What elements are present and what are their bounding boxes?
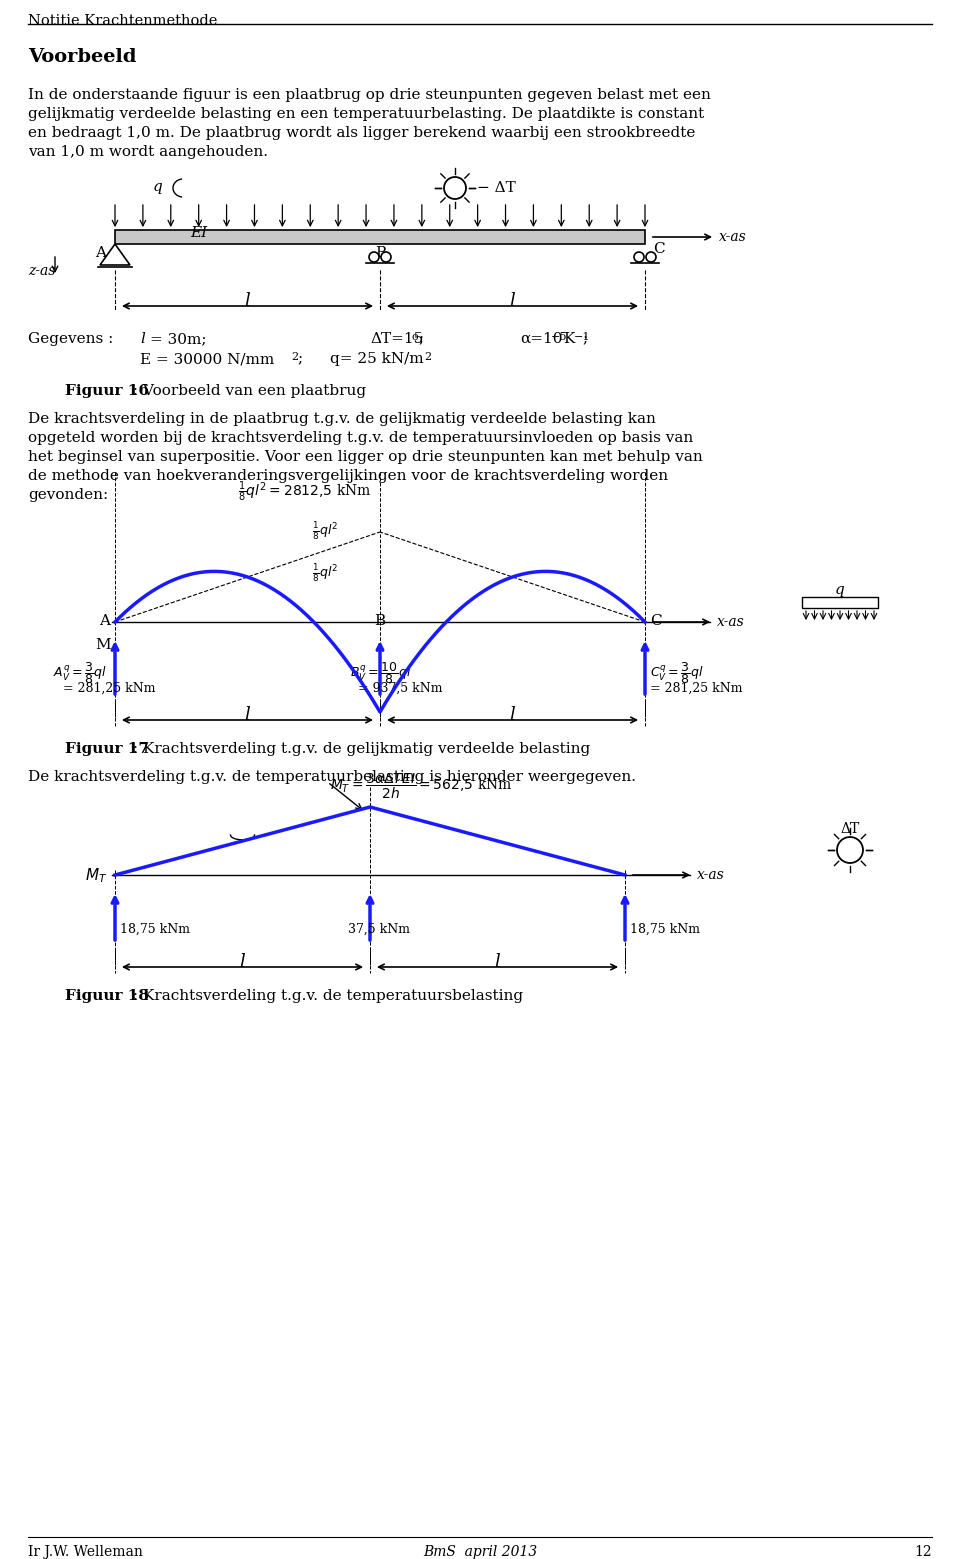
Text: q= 25 kN/m: q= 25 kN/m (330, 352, 423, 366)
Text: gevonden:: gevonden: (28, 488, 108, 502)
Text: B: B (375, 246, 386, 260)
Text: C: C (653, 242, 664, 256)
Text: q: q (153, 179, 163, 193)
Circle shape (837, 837, 863, 864)
Text: $C^q_V = \dfrac{3}{8}ql$: $C^q_V = \dfrac{3}{8}ql$ (650, 659, 704, 686)
Text: − ΔT: − ΔT (477, 181, 516, 195)
Text: De krachtsverdeling t.g.v. de temperatuurbelasting is hieronder weergegeven.: De krachtsverdeling t.g.v. de temperatuu… (28, 770, 636, 784)
Text: 18,75 kNm: 18,75 kNm (630, 923, 700, 935)
Text: In de onderstaande figuur is een plaatbrug op drie steunpunten gegeven belast me: In de onderstaande figuur is een plaatbr… (28, 87, 710, 101)
Text: z-as: z-as (28, 263, 56, 278)
Text: l: l (510, 706, 516, 723)
Text: x-as: x-as (719, 231, 747, 245)
Text: l: l (240, 953, 246, 971)
Text: = 937,5 kNm: = 937,5 kNm (358, 681, 443, 695)
Text: Figuur 18: Figuur 18 (65, 988, 149, 1002)
Text: Figuur 16: Figuur 16 (65, 384, 149, 398)
Text: B: B (374, 614, 385, 628)
Text: l: l (510, 292, 516, 310)
Text: α=10: α=10 (520, 332, 563, 346)
Text: $A^q_V = \dfrac{3}{8}ql$: $A^q_V = \dfrac{3}{8}ql$ (53, 659, 108, 686)
Text: : Krachtsverdeling t.g.v. de gelijkmatig verdeelde belasting: : Krachtsverdeling t.g.v. de gelijkmatig… (128, 742, 590, 756)
Circle shape (381, 253, 391, 262)
Text: −1: −1 (574, 332, 590, 341)
Text: ;: ; (297, 352, 302, 366)
Text: l: l (140, 332, 145, 346)
Text: K: K (563, 332, 574, 346)
Circle shape (634, 253, 644, 262)
Text: ΔT=15: ΔT=15 (370, 332, 423, 346)
Text: M: M (95, 638, 110, 652)
Text: opgeteld worden bij de krachtsverdeling t.g.v. de temperatuursinvloeden op basis: opgeteld worden bij de krachtsverdeling … (28, 430, 693, 444)
Text: A: A (95, 246, 106, 260)
Text: EI: EI (190, 226, 207, 240)
Text: De krachtsverdeling in de plaatbrug t.g.v. de gelijkmatig verdeelde belasting ka: De krachtsverdeling in de plaatbrug t.g.… (28, 412, 656, 426)
Circle shape (369, 253, 379, 262)
Text: $B^q_V = \dfrac{10}{8}ql$: $B^q_V = \dfrac{10}{8}ql$ (350, 659, 412, 686)
Text: de methode van hoekveranderingsvergelijkingen voor de krachtsverdeling worden: de methode van hoekveranderingsvergelijk… (28, 469, 668, 483)
Text: Voorbeeld: Voorbeeld (28, 48, 136, 65)
Text: $M_T = \dfrac{3\alpha\Delta TEI}{2h} = 562{,}5$ kNm: $M_T = \dfrac{3\alpha\Delta TEI}{2h} = 5… (330, 772, 513, 801)
Text: ;: ; (418, 332, 423, 346)
Text: = 30m;: = 30m; (150, 332, 206, 346)
Text: Gegevens :: Gegevens : (28, 332, 113, 346)
Text: A: A (99, 614, 110, 628)
Text: en bedraagt 1,0 m. De plaatbrug wordt als ligger berekend waarbij een strookbree: en bedraagt 1,0 m. De plaatbrug wordt al… (28, 126, 695, 140)
Text: Figuur 17: Figuur 17 (65, 742, 149, 756)
Circle shape (444, 178, 466, 200)
Text: x-as: x-as (697, 868, 725, 882)
Text: ΔT: ΔT (840, 822, 859, 836)
Text: l: l (494, 953, 500, 971)
Text: l: l (245, 706, 251, 723)
Text: $M_T$: $M_T$ (85, 865, 108, 884)
Text: x-as: x-as (717, 614, 745, 628)
Text: : Voorbeeld van een plaatbrug: : Voorbeeld van een plaatbrug (128, 384, 366, 398)
Text: E = 30000 N/mm: E = 30000 N/mm (140, 352, 275, 366)
Bar (115, 231, 645, 245)
Text: q: q (835, 583, 845, 597)
Text: Ir J.W. Welleman: Ir J.W. Welleman (28, 1545, 143, 1559)
Text: $\frac{1}{8}ql^2 = 2812{,}5$ kNm: $\frac{1}{8}ql^2 = 2812{,}5$ kNm (237, 480, 372, 505)
Text: $\frac{1}{8}ql^2$: $\frac{1}{8}ql^2$ (312, 561, 338, 585)
Text: −5: −5 (551, 332, 567, 341)
Text: BmS  april 2013: BmS april 2013 (422, 1545, 538, 1559)
Text: het beginsel van superpositie. Voor een ligger op drie steunpunten kan met behul: het beginsel van superpositie. Voor een … (28, 451, 703, 465)
Text: 18,75 kNm: 18,75 kNm (120, 923, 190, 935)
Text: : Krachtsverdeling t.g.v. de temperatuursbelasting: : Krachtsverdeling t.g.v. de temperatuur… (128, 988, 523, 1002)
Circle shape (646, 253, 656, 262)
Text: C: C (650, 614, 661, 628)
Bar (802, 597, 878, 608)
Text: van 1,0 m wordt aangehouden.: van 1,0 m wordt aangehouden. (28, 145, 268, 159)
Text: l: l (245, 292, 251, 310)
Text: Notitie Krachtenmethode: Notitie Krachtenmethode (28, 14, 217, 28)
Text: 37,5 kNm: 37,5 kNm (348, 923, 410, 935)
Text: = 281,25 kNm: = 281,25 kNm (63, 681, 156, 695)
Text: = 281,25 kNm: = 281,25 kNm (650, 681, 742, 695)
Text: 2: 2 (424, 352, 431, 362)
Text: gelijkmatig verdeelde belasting en een temperatuurbelasting. De plaatdikte is co: gelijkmatig verdeelde belasting en een t… (28, 108, 705, 122)
Text: ;: ; (582, 332, 588, 346)
Text: o: o (412, 332, 419, 341)
Polygon shape (100, 245, 130, 265)
Text: 2: 2 (291, 352, 299, 362)
Text: 12: 12 (914, 1545, 932, 1559)
Text: $\frac{1}{8}ql^2$: $\frac{1}{8}ql^2$ (312, 521, 338, 543)
